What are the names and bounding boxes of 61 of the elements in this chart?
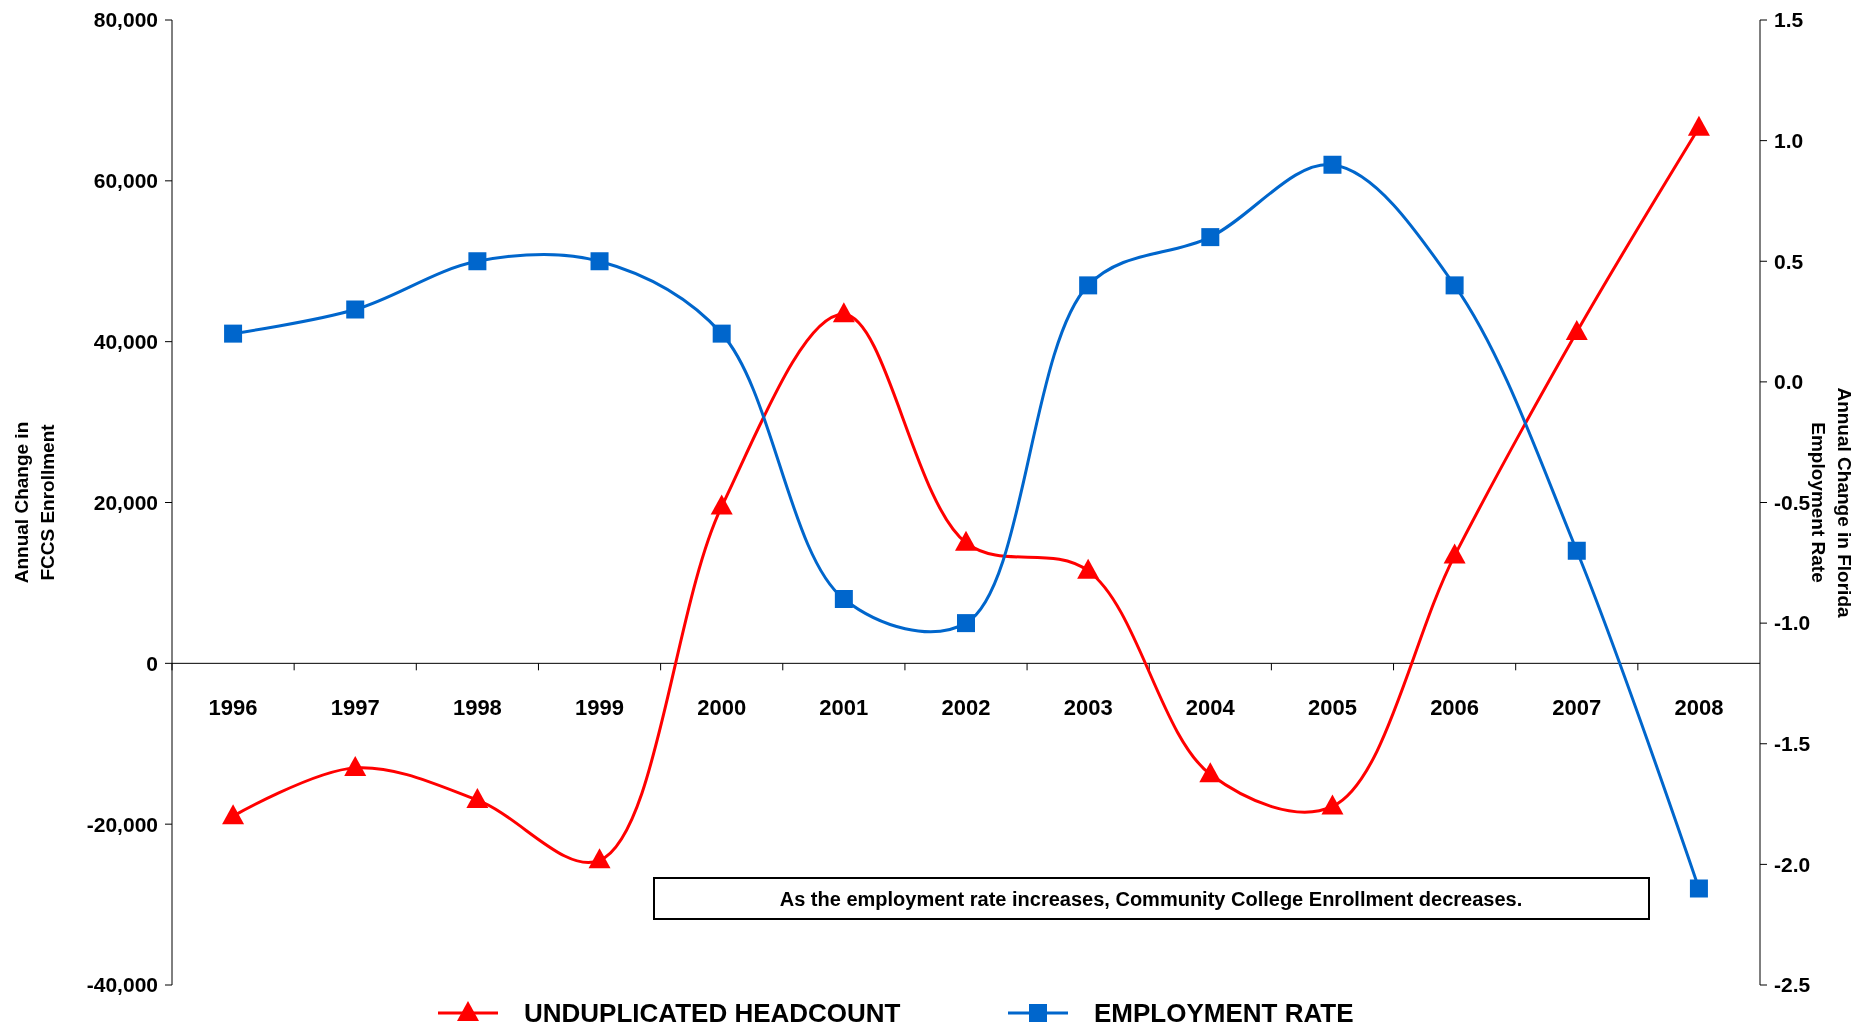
point (832, 302, 855, 323)
point (1199, 762, 1222, 783)
point (1201, 228, 1220, 247)
point (1689, 879, 1708, 898)
point (224, 324, 243, 343)
x-tick-label: 2005 (1307, 695, 1357, 721)
y-tick-label: 20,000 (93, 490, 158, 514)
legend-label: EMPLOYMENT RATE (1094, 998, 1354, 1029)
x-tick-label: 1998 (452, 695, 502, 721)
point (1323, 155, 1342, 174)
point (468, 252, 487, 271)
y2-tick-label: 0.0 (1774, 370, 1804, 394)
x-tick-label: 1997 (330, 695, 380, 721)
point (1445, 276, 1464, 295)
y2-tick-label: -2.0 (1774, 852, 1811, 876)
x-tick-label: 2002 (941, 695, 991, 721)
y2-tick-label: -2.5 (1774, 973, 1811, 997)
legend-label: UNDUPLICATED HEADCOUNT (524, 998, 901, 1029)
point (344, 755, 367, 776)
x-tick-label: 1996 (208, 695, 258, 721)
x-tick-label: 2008 (1674, 695, 1724, 721)
point (1567, 541, 1586, 560)
y2-tick-label: -0.5 (1774, 490, 1811, 514)
point (588, 848, 611, 869)
x-tick-label: 2007 (1552, 695, 1602, 721)
y-tick-label: -20,000 (86, 812, 158, 836)
y-tick-label: 60,000 (93, 169, 158, 193)
point (1321, 794, 1344, 815)
y2-tick-label: 1.5 (1774, 8, 1804, 32)
point (1077, 558, 1100, 579)
y-axis-title: Annual Change in FCCS Enrollment (11, 421, 58, 584)
x-tick-label: 2006 (1430, 695, 1480, 721)
point (1443, 543, 1466, 564)
y2-tick-label: -1.0 (1774, 611, 1811, 635)
y2-tick-label: -1.5 (1774, 732, 1811, 756)
x-tick-label: 2000 (697, 695, 747, 721)
y2-tick-label: 0.5 (1774, 249, 1804, 273)
point (955, 530, 977, 551)
x-tick-label: 2001 (819, 695, 869, 721)
point (710, 494, 733, 515)
y-tick-label: -40,000 (86, 973, 158, 997)
note-box: As the employment rate increases, Community College Enrollment decreases. (653, 877, 1650, 920)
point (1687, 115, 1710, 136)
x-tick-label: 2003 (1063, 695, 1113, 721)
y2-axis-title: Annual Change in Florida Employment Rate (1808, 387, 1855, 618)
point (834, 590, 853, 608)
y-tick-label: 0 (146, 651, 158, 675)
point (1565, 320, 1588, 341)
point (466, 788, 489, 809)
point (222, 804, 245, 825)
x-tick-label: 2004 (1185, 695, 1236, 721)
point (957, 614, 975, 633)
annotation: As the employment rate increases, Community College Enrollment decreases. (779, 888, 1523, 910)
y2-tick-label: 1.0 (1774, 128, 1804, 152)
point (1079, 276, 1098, 295)
y-tick-label: 80,000 (93, 8, 158, 32)
point (346, 300, 365, 319)
x-tick-label: 1999 (575, 695, 625, 721)
y-tick-label: 40,000 (93, 330, 158, 354)
point (590, 252, 609, 271)
point (712, 324, 731, 343)
